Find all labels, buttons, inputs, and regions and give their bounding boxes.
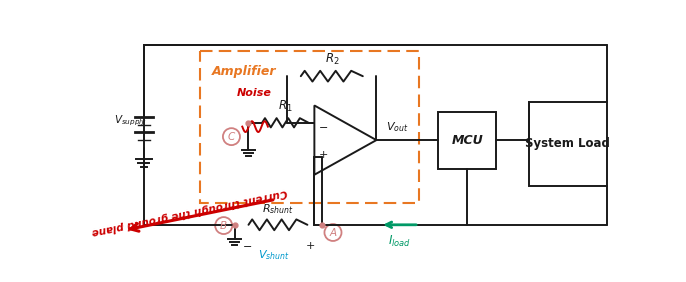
Text: $-$: $-$ xyxy=(242,240,252,250)
Text: A: A xyxy=(329,228,337,237)
Text: $R_1$: $R_1$ xyxy=(278,98,293,114)
Bar xyxy=(438,113,497,169)
Text: $R_{shunt}$: $R_{shunt}$ xyxy=(262,202,294,215)
Text: C: C xyxy=(228,132,235,142)
Text: Noise: Noise xyxy=(237,88,272,98)
Text: MCU: MCU xyxy=(451,134,484,147)
Text: $+$: $+$ xyxy=(318,149,329,160)
Text: $V_{supply}$: $V_{supply}$ xyxy=(115,113,147,127)
Text: $+$: $+$ xyxy=(305,240,315,251)
Text: Current through the ground plane: Current through the ground plane xyxy=(91,187,288,237)
Text: $R_2$: $R_2$ xyxy=(324,52,339,67)
Bar xyxy=(200,51,419,203)
Bar xyxy=(529,102,606,186)
Text: $I_{load}$: $I_{load}$ xyxy=(388,234,411,249)
Text: $V_{shunt}$: $V_{shunt}$ xyxy=(258,248,290,262)
Text: $V_{out}$: $V_{out}$ xyxy=(386,120,408,134)
Text: System Load: System Load xyxy=(525,137,611,151)
Text: Amplifier: Amplifier xyxy=(212,65,276,78)
Text: $-$: $-$ xyxy=(318,120,329,131)
Text: B: B xyxy=(220,221,227,231)
